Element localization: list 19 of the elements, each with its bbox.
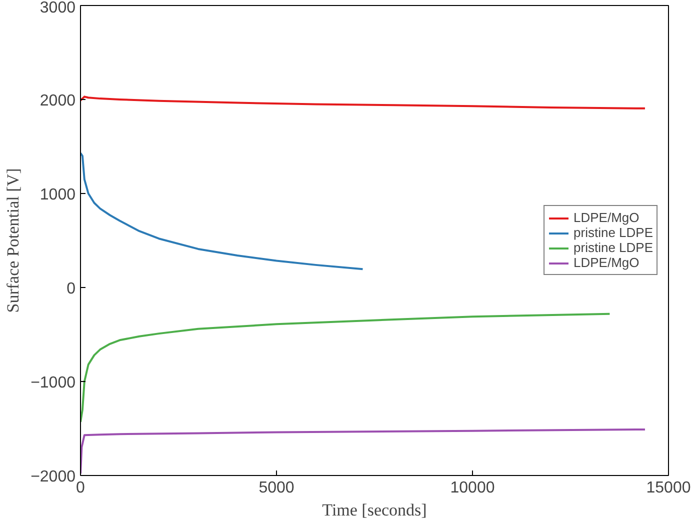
line-series (80, 152, 364, 270)
line-series (80, 428, 646, 475)
y-tick-label: 3000 (40, 0, 76, 16)
legend-label: LDPE/MgO (574, 210, 640, 225)
y-tick-label: 2000 (40, 92, 76, 110)
y-tick-label: −2000 (30, 468, 76, 486)
legend-label: LDPE/MgO (574, 255, 640, 270)
x-tick-label: 15000 (646, 480, 691, 496)
y-tick-label: 0 (66, 280, 76, 298)
line-series (80, 312, 611, 423)
x-axis-title: Time [seconds] (322, 500, 427, 520)
x-tick-label: 5000 (258, 480, 294, 496)
y-tick-label: 1000 (40, 186, 76, 204)
y-tick-label: −1000 (30, 374, 76, 392)
y-axis-title: Surface Potential [V] (4, 168, 23, 313)
x-tick-label: 10000 (450, 480, 495, 496)
line-series (80, 96, 646, 110)
legend-label: pristine LDPE (574, 240, 653, 255)
legend-label: pristine LDPE (574, 225, 653, 240)
